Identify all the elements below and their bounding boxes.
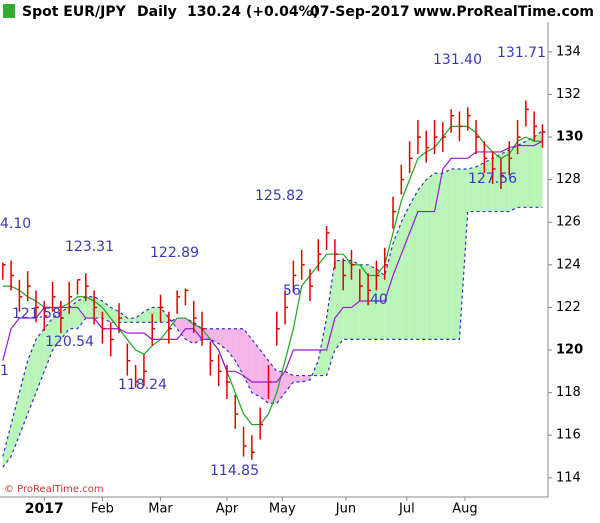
cloud-segment: [102, 301, 111, 323]
price: 130.24 (+0.04%): [187, 4, 319, 20]
cloud-segment: [160, 307, 169, 323]
cloud-segment: [52, 311, 61, 351]
x-tick-label: Apr: [216, 502, 239, 517]
y-tick-label: 118: [556, 385, 581, 400]
y-tick-label: 114: [556, 470, 581, 485]
cloud-segment: [359, 264, 369, 340]
cloud-segment: [393, 222, 402, 340]
cloud-segment: [500, 149, 510, 212]
annotation: 131.40: [433, 52, 482, 68]
cloud-segment: [434, 173, 443, 340]
y-tick-label: 134: [556, 44, 581, 59]
plot-area: [2, 100, 546, 468]
cloud-segment: [293, 375, 302, 382]
annotation: 122.89: [150, 245, 199, 261]
y-tick-label: 120: [556, 343, 583, 358]
cloud-segment: [426, 173, 435, 340]
x-tick-label: Mar: [148, 502, 173, 517]
annotation: 125.82: [255, 188, 304, 204]
y-tick-label: 126: [556, 215, 581, 230]
annotation: 120.54: [45, 334, 94, 350]
cloud-segment: [351, 260, 360, 340]
annotation: 56: [283, 283, 301, 299]
span-b: [2, 206, 543, 468]
cloud-segment: [44, 318, 53, 372]
indicator-line: [2, 140, 543, 383]
date: 07-Sep-2017: [310, 4, 410, 20]
cloud-segment: [326, 260, 335, 376]
cloud-segment: [476, 162, 485, 212]
y-tick-label: 132: [556, 87, 581, 102]
cloud-segment: [318, 318, 327, 376]
cloud-segment: [226, 328, 236, 361]
x-tick-label: Jul: [398, 502, 415, 517]
cloud-segment: [185, 318, 194, 344]
x-tick-label: Jun: [335, 502, 356, 517]
annotation: 131.71: [497, 45, 546, 61]
cloud-segment: [334, 260, 344, 351]
x-tick-label: 2017: [25, 501, 64, 517]
cloud-segment: [235, 328, 244, 376]
indicator-line: [2, 125, 543, 426]
cloud-segment: [85, 296, 95, 319]
cloud-segment: [260, 350, 269, 404]
cloud-segment: [301, 375, 310, 382]
cloud-segment: [451, 168, 460, 340]
cloud-segment: [459, 168, 468, 340]
annotation: 121.58: [12, 306, 61, 322]
y-tick-label: 122: [556, 300, 581, 315]
cloud-segment: [376, 269, 385, 340]
cloud-segment: [525, 137, 535, 208]
cloud-segment: [417, 179, 427, 340]
annotation: 127.56: [468, 171, 517, 187]
annotation: 118.24: [118, 377, 167, 393]
cloud-segment: [177, 318, 186, 340]
annotations: 4.10 123.31 121.58 120.54 118.24 122.89 …: [0, 45, 546, 479]
cloud-segment: [401, 205, 410, 340]
cloud-segment: [143, 307, 153, 323]
cloud-segment: [343, 260, 352, 340]
cloud-segment: [409, 190, 418, 340]
x-tick-label: Aug: [452, 502, 477, 517]
x-tick-label: Feb: [91, 502, 114, 517]
cloud-segment: [152, 307, 161, 323]
cloud-segment: [285, 371, 294, 393]
cloud-segment: [35, 328, 45, 393]
cloud-segment: [2, 424, 12, 468]
x-tick-label: May: [269, 502, 296, 517]
footer: © ProRealTime.com: [4, 484, 104, 495]
cloud-segment: [467, 166, 477, 212]
symbol: Spot EUR/JPY: [22, 4, 127, 20]
y-tick-label: 130: [556, 130, 583, 145]
y-tick-label: 116: [556, 428, 581, 443]
annotation: 123.31: [65, 239, 114, 255]
cloud-segment: [517, 141, 526, 208]
cloud-segment: [19, 360, 28, 436]
site: www.ProRealTime.com: [413, 4, 594, 20]
cloud-segment: [509, 145, 518, 212]
period: Daily: [137, 4, 177, 20]
cloud-segment: [368, 264, 377, 340]
cloud-segment: [27, 339, 36, 414]
y-tick-label: 124: [556, 257, 581, 272]
annotation: 1: [0, 363, 9, 379]
cloud-segment: [135, 311, 144, 323]
icon: [3, 4, 15, 18]
cloud-segment: [442, 168, 452, 340]
annotation: 114.85: [210, 463, 259, 479]
cloud-segment: [119, 311, 128, 323]
header-bar: [0, 0, 600, 22]
annotation: 40: [370, 292, 388, 308]
cloud-segment: [534, 130, 543, 208]
cloud-segment: [127, 318, 136, 323]
annotation: 4.10: [0, 216, 31, 232]
y-tick-label: 128: [556, 172, 581, 187]
cloud-segment: [218, 328, 227, 351]
cloud-segment: [484, 158, 493, 212]
